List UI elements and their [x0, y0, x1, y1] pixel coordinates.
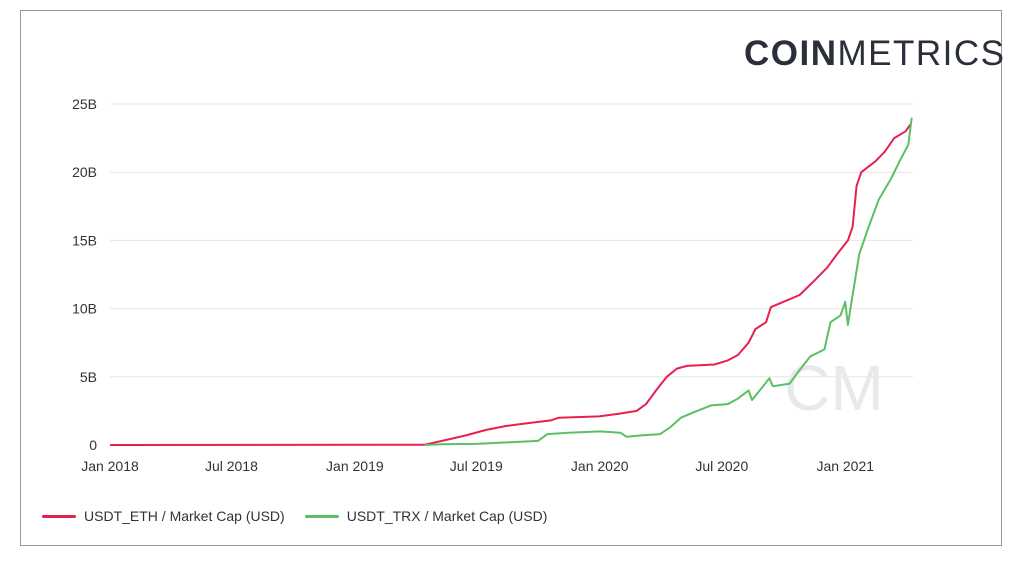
y-tick-label: 15B	[72, 232, 97, 248]
legend-label-trx: USDT_TRX / Market Cap (USD)	[346, 508, 548, 524]
x-axis: Jan 2018 Jul 2018 Jan 2019 Jul 2019 Jan 2020…	[81, 458, 874, 474]
logo-bold: COIN	[744, 34, 838, 73]
coinmetrics-logo: COINMETRICS	[744, 34, 1006, 74]
x-tick-label: Jan 2021	[816, 458, 874, 474]
x-tick-label: Jul 2020	[695, 458, 748, 474]
series-line-trx	[424, 117, 913, 446]
y-axis: 0 5B 10B 15B 20B 25B	[72, 96, 97, 453]
x-tick-label: Jul 2018	[205, 458, 258, 474]
series-line-eth	[109, 123, 912, 446]
y-tick-label: 20B	[72, 164, 97, 180]
y-tick-label: 0	[89, 437, 97, 453]
grid-lines	[110, 103, 913, 378]
watermark: CM	[784, 352, 884, 424]
y-tick-label: 5B	[80, 369, 97, 385]
legend-item-trx[interactable]: USDT_TRX / Market Cap (USD)	[304, 508, 548, 524]
legend: USDT_ETH / Market Cap (USD) USDT_TRX / M…	[42, 508, 567, 524]
series-lines	[109, 117, 913, 446]
legend-swatch-trx	[304, 514, 339, 518]
x-tick-label: Jan 2020	[571, 458, 629, 474]
x-tick-label: Jul 2019	[450, 458, 503, 474]
legend-label-eth: USDT_ETH / Market Cap (USD)	[84, 508, 285, 524]
legend-item-eth[interactable]: USDT_ETH / Market Cap (USD)	[42, 508, 285, 524]
chart-frame	[20, 10, 1002, 546]
y-tick-label: 25B	[72, 96, 97, 112]
y-tick-label: 10B	[72, 301, 97, 317]
x-tick-label: Jan 2019	[326, 458, 384, 474]
x-tick-label: Jan 2018	[81, 458, 139, 474]
logo-light: METRICS	[837, 34, 1006, 73]
legend-swatch-eth	[42, 514, 76, 518]
